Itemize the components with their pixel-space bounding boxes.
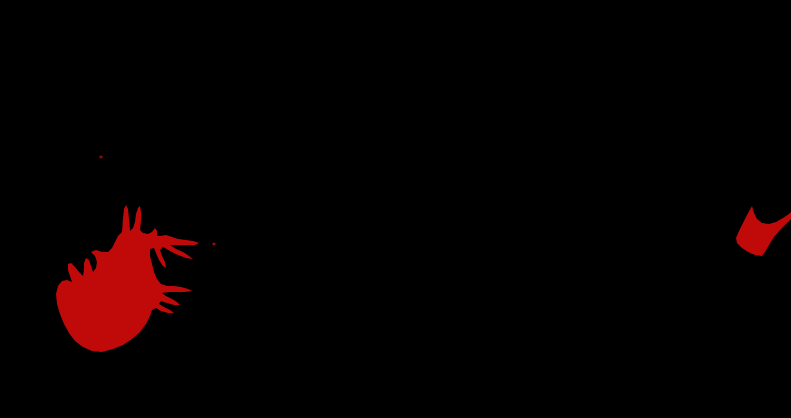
main-splatter-blob bbox=[56, 205, 199, 352]
right-fin-shape bbox=[736, 206, 791, 256]
speck-right-of-blob-dot bbox=[212, 242, 216, 246]
speck-upper-left-dot bbox=[99, 155, 103, 159]
